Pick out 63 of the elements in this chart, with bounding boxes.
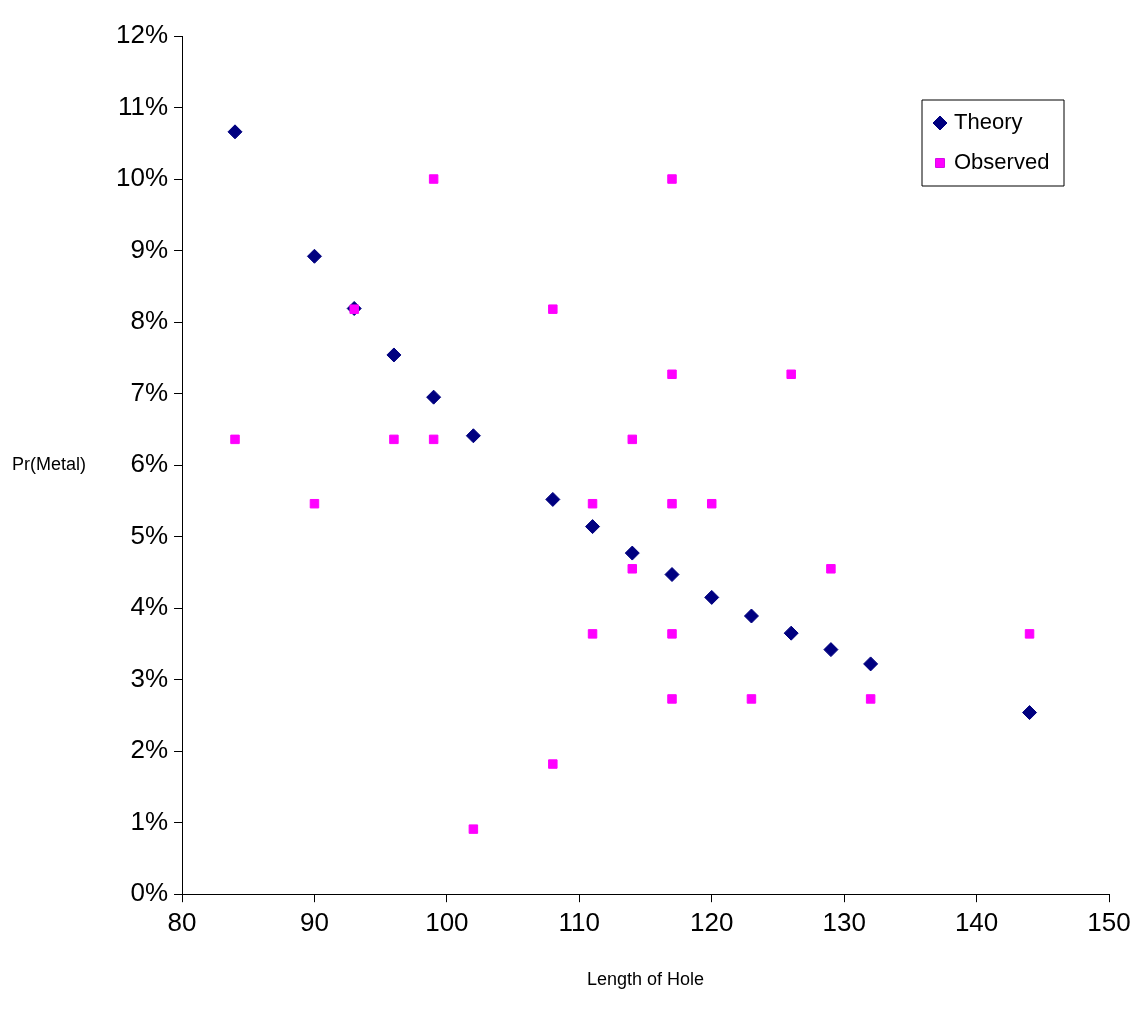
point bbox=[468, 824, 479, 834]
x-tick-label: 140 bbox=[954, 906, 999, 937]
y-tick-label: 3% bbox=[130, 662, 169, 693]
x-tick-label: 90 bbox=[300, 906, 329, 937]
point bbox=[426, 389, 442, 405]
point bbox=[664, 567, 680, 583]
point bbox=[545, 491, 561, 507]
point bbox=[743, 608, 759, 624]
point bbox=[587, 629, 598, 639]
point bbox=[548, 304, 558, 314]
point bbox=[706, 498, 717, 509]
point bbox=[704, 589, 720, 605]
point bbox=[585, 519, 601, 535]
point bbox=[627, 434, 638, 445]
y-tick-label: 8% bbox=[130, 305, 169, 336]
point bbox=[826, 564, 836, 574]
point bbox=[823, 642, 839, 658]
point bbox=[667, 694, 677, 704]
point bbox=[1024, 629, 1035, 639]
x-tick-label: 130 bbox=[822, 906, 866, 937]
x-tick-label: 150 bbox=[1087, 906, 1131, 937]
x-axis-title: Length of Hole bbox=[586, 969, 705, 990]
y-tick-label: 2% bbox=[130, 734, 169, 765]
point bbox=[667, 629, 677, 639]
point bbox=[230, 434, 240, 445]
point bbox=[309, 498, 320, 509]
point bbox=[783, 625, 799, 641]
point bbox=[428, 434, 439, 445]
point bbox=[465, 428, 481, 444]
point bbox=[428, 174, 439, 184]
x-tick-label: 100 bbox=[425, 906, 469, 937]
point bbox=[667, 369, 677, 380]
y-tick-label: 12% bbox=[115, 19, 169, 50]
y-tick-label: 1% bbox=[130, 805, 169, 836]
point bbox=[624, 545, 640, 561]
point bbox=[1022, 705, 1038, 721]
x-tick-label: 120 bbox=[690, 906, 734, 937]
point bbox=[306, 248, 322, 264]
y-tick-label: 10% bbox=[115, 162, 169, 193]
y-tick-label: 9% bbox=[130, 233, 169, 264]
legend-label: Theory bbox=[954, 109, 1023, 135]
point bbox=[627, 564, 638, 574]
point bbox=[548, 759, 558, 769]
point bbox=[746, 694, 757, 704]
point bbox=[386, 347, 402, 363]
point bbox=[227, 124, 243, 140]
point bbox=[389, 434, 399, 445]
x-tick-label: 110 bbox=[558, 906, 601, 937]
y-axis-title: Pr(Metal) bbox=[12, 454, 87, 475]
point bbox=[587, 498, 598, 509]
y-tick-label: 7% bbox=[130, 376, 169, 407]
point bbox=[863, 656, 879, 672]
x-tick-label: 80 bbox=[167, 906, 197, 937]
legend-label: Observed bbox=[954, 149, 1050, 175]
y-tick-label: 4% bbox=[130, 591, 169, 622]
y-tick-label: 11% bbox=[117, 90, 169, 121]
y-tick-label: 6% bbox=[130, 448, 169, 479]
y-tick-label: 0% bbox=[130, 877, 169, 908]
point bbox=[667, 174, 677, 184]
point bbox=[667, 498, 677, 509]
y-tick-label: 5% bbox=[130, 519, 169, 550]
point bbox=[786, 369, 796, 380]
point bbox=[865, 694, 876, 704]
